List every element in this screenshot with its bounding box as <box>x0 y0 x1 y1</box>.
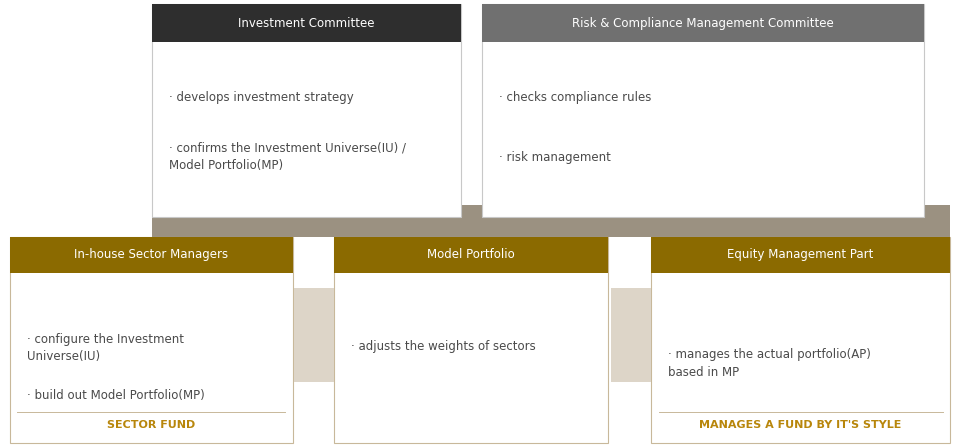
Bar <box>294 288 334 382</box>
Text: · risk management: · risk management <box>499 151 612 164</box>
Text: · build out Model Portfolio(MP): · build out Model Portfolio(MP) <box>27 389 204 402</box>
Bar <box>611 288 651 382</box>
Text: MANAGES A FUND BY IT'S STYLE: MANAGES A FUND BY IT'S STYLE <box>700 420 901 430</box>
Bar <box>334 237 608 443</box>
Text: Investment Committee: Investment Committee <box>238 17 374 30</box>
Bar <box>152 4 461 217</box>
Bar <box>420 217 469 237</box>
Text: · manages the actual portfolio(AP)
based in MP: · manages the actual portfolio(AP) based… <box>668 349 871 379</box>
Bar <box>482 4 924 217</box>
Bar <box>10 237 293 443</box>
Text: In-house Sector Managers: In-house Sector Managers <box>74 249 228 261</box>
Bar <box>334 237 608 273</box>
Text: Equity Management Part: Equity Management Part <box>728 249 874 261</box>
Text: · confirms the Investment Universe(IU) /
Model Portfolio(MP): · confirms the Investment Universe(IU) /… <box>169 142 406 173</box>
Text: · adjusts the weights of sectors: · adjusts the weights of sectors <box>351 340 536 353</box>
Text: · checks compliance rules: · checks compliance rules <box>499 91 652 104</box>
Bar <box>651 237 950 273</box>
Text: Model Portfolio: Model Portfolio <box>427 249 515 261</box>
Text: · configure the Investment
Universe(IU): · configure the Investment Universe(IU) <box>27 333 184 363</box>
Bar <box>152 205 950 237</box>
Bar <box>651 237 950 443</box>
Bar <box>10 237 293 273</box>
Bar <box>482 4 924 42</box>
Text: Risk & Compliance Management Committee: Risk & Compliance Management Committee <box>572 17 833 30</box>
Text: SECTOR FUND: SECTOR FUND <box>108 420 195 430</box>
Text: · develops investment strategy: · develops investment strategy <box>169 91 353 104</box>
Bar <box>152 4 461 42</box>
